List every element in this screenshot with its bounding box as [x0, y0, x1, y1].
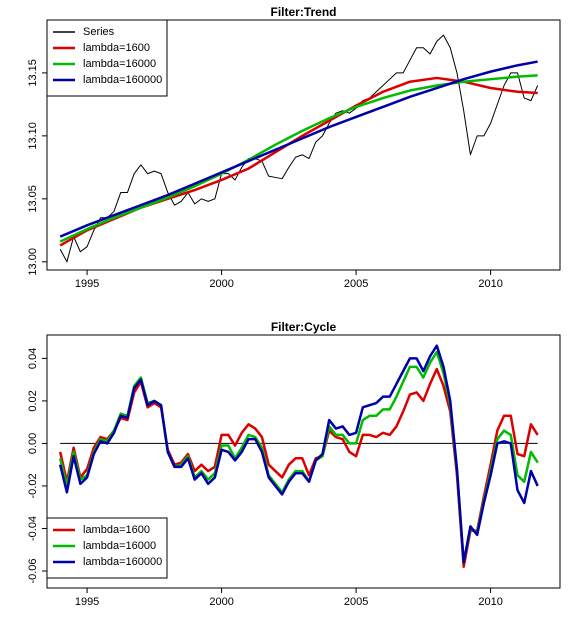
series-line — [59, 60, 538, 238]
series-line — [59, 74, 538, 243]
y-tick-label: -0.06 — [27, 558, 39, 583]
legend-label: Series — [83, 26, 115, 38]
x-tick-label: 2010 — [478, 278, 502, 290]
legend-label: lambda=1600 — [83, 524, 150, 536]
y-tick-label: -0.04 — [27, 516, 39, 541]
y-tick-label: 13.05 — [27, 185, 39, 213]
series-line — [59, 34, 539, 263]
plot-frame — [46, 19, 561, 271]
x-tick-label: 2010 — [478, 596, 502, 608]
legend-label: lambda=1600 — [83, 42, 150, 54]
legend-box — [46, 517, 168, 579]
legend-label: lambda=160000 — [83, 556, 162, 568]
x-tick-label: 2005 — [344, 596, 368, 608]
legend-label: lambda=16000 — [83, 540, 156, 552]
x-tick-label: 2000 — [209, 278, 233, 290]
x-tick-label: 1995 — [75, 278, 99, 290]
series-line — [58, 344, 539, 564]
chart-title: Filter:Trend — [270, 5, 336, 19]
x-tick-label: 2000 — [209, 596, 233, 608]
plot-frame — [46, 334, 561, 589]
legend-label: lambda=160000 — [83, 74, 162, 86]
x-tick-label: 2005 — [344, 278, 368, 290]
legend-label: lambda=16000 — [83, 58, 156, 70]
y-tick-label: 0.02 — [27, 390, 39, 411]
y-tick-label: 0.04 — [27, 348, 39, 369]
y-tick-label: 13.10 — [27, 122, 39, 150]
y-tick-label: 13.00 — [27, 248, 39, 276]
chart-title: Filter:Cycle — [271, 320, 337, 334]
y-tick-label: -0.02 — [27, 473, 39, 498]
series-line — [59, 76, 538, 247]
y-tick-label: 13.15 — [27, 59, 39, 87]
y-tick-label: 0.00 — [27, 433, 39, 454]
x-tick-label: 1995 — [75, 596, 99, 608]
